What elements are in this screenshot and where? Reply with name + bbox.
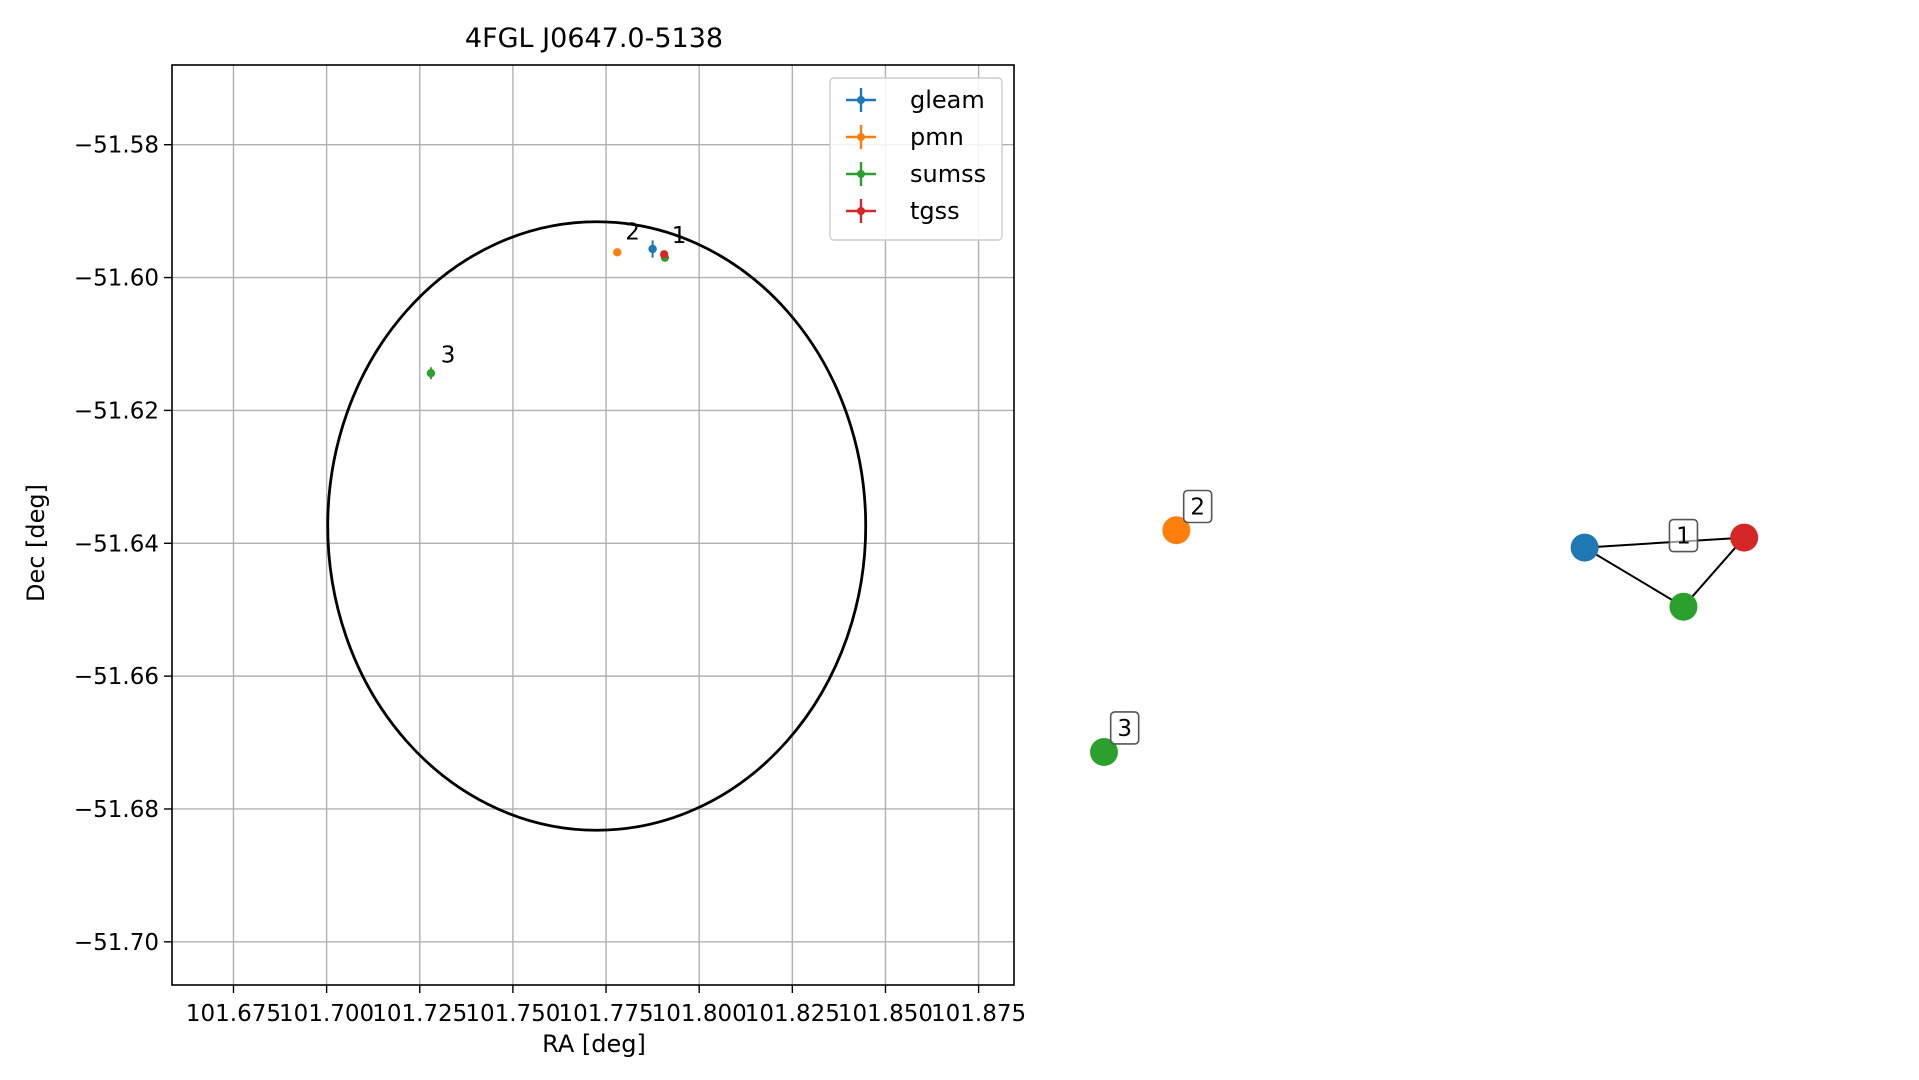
graph-node bbox=[1669, 592, 1698, 621]
x-tick-label: 101.775 bbox=[558, 1001, 653, 1027]
x-tick-label: 101.675 bbox=[186, 1001, 281, 1027]
y-tick-label: −51.64 bbox=[74, 531, 159, 557]
y-tick-label: −51.58 bbox=[74, 133, 159, 159]
graph-label: 1 bbox=[1668, 518, 1699, 553]
point-marker bbox=[426, 369, 436, 378]
y-tick-label: −51.60 bbox=[74, 266, 159, 292]
data-point-sumss bbox=[426, 367, 436, 380]
data-points bbox=[426, 240, 670, 380]
legend-label: sumss bbox=[910, 160, 986, 188]
x-tick-label: 101.825 bbox=[745, 1001, 840, 1027]
data-point-pmn bbox=[613, 248, 622, 257]
graph-edges bbox=[1584, 536, 1745, 608]
data-point-tgss bbox=[659, 250, 669, 259]
x-tick-label: 101.725 bbox=[372, 1001, 467, 1027]
position-error-ellipse bbox=[326, 220, 868, 832]
x-tick-label: 101.850 bbox=[838, 1001, 933, 1027]
point-label: 1 bbox=[672, 223, 687, 249]
y-tick-label: −51.66 bbox=[74, 664, 159, 690]
label-text: 1 bbox=[1676, 524, 1691, 550]
legend-box bbox=[829, 77, 1003, 241]
legend-entry-pmn: pmn bbox=[846, 123, 964, 151]
label-box bbox=[1182, 489, 1213, 524]
graph-label: 3 bbox=[1109, 711, 1140, 745]
point-annotations: 1 2 3 bbox=[441, 220, 687, 369]
legend-entry-tgss: tgss bbox=[846, 197, 960, 225]
legend-marker bbox=[857, 170, 865, 178]
label-box bbox=[1668, 518, 1699, 553]
sky-plot: 4FGL J0647.0-5138 101.675101.700101.7251… bbox=[22, 23, 1026, 1058]
graph-edge bbox=[1584, 546, 1684, 608]
graph-nodes bbox=[1090, 516, 1759, 766]
x-tick-label: 101.700 bbox=[279, 1001, 374, 1027]
x-tick-label: 101.800 bbox=[652, 1001, 747, 1027]
point-label: 3 bbox=[441, 343, 456, 369]
legend-entry-sumss: sumss bbox=[846, 160, 986, 188]
point-marker bbox=[659, 250, 669, 259]
graph-node bbox=[1730, 523, 1759, 552]
x-axis-label: RA [deg] bbox=[542, 1030, 646, 1058]
legend-label: gleam bbox=[910, 86, 985, 114]
legend-entry-gleam: gleam bbox=[846, 86, 985, 114]
graph-edge bbox=[1584, 536, 1745, 549]
legend-label: pmn bbox=[910, 123, 964, 151]
match-graph: 1 2 3 bbox=[1090, 489, 1759, 766]
point-marker bbox=[648, 244, 657, 254]
chart-title: 4FGL J0647.0-5138 bbox=[465, 23, 723, 54]
graph-labels: 1 2 3 bbox=[1109, 489, 1699, 745]
legend-marker bbox=[857, 133, 865, 141]
grid-lines bbox=[172, 65, 1014, 985]
point-marker bbox=[613, 248, 622, 257]
y-tick-label: −51.70 bbox=[74, 930, 159, 956]
graph-node bbox=[1570, 533, 1599, 562]
label-text: 3 bbox=[1117, 716, 1132, 742]
point-label: 2 bbox=[625, 220, 640, 246]
legend-marker bbox=[857, 96, 865, 104]
x-tick-label: 101.875 bbox=[931, 1001, 1026, 1027]
data-point-gleam bbox=[648, 240, 657, 258]
legend-label: tgss bbox=[910, 197, 960, 225]
graph-edge bbox=[1682, 536, 1745, 608]
graph-node bbox=[1162, 516, 1191, 545]
error-ellipse-group bbox=[326, 220, 868, 832]
y-axis-label: Dec [deg] bbox=[22, 484, 50, 602]
legend-marker bbox=[857, 207, 865, 215]
plot-frame bbox=[171, 64, 1015, 986]
label-text: 2 bbox=[1190, 495, 1205, 521]
y-tick-label: −51.62 bbox=[74, 398, 159, 424]
legend: gleam pmn sumss tgss bbox=[829, 77, 1003, 241]
x-tick-label: 101.750 bbox=[465, 1001, 560, 1027]
graph-node bbox=[1090, 738, 1118, 766]
graph-label: 2 bbox=[1182, 489, 1213, 524]
axis-ticks: 101.675101.700101.725101.750101.775101.8… bbox=[74, 133, 1026, 1027]
label-box bbox=[1109, 711, 1140, 745]
y-tick-label: −51.68 bbox=[74, 797, 159, 823]
